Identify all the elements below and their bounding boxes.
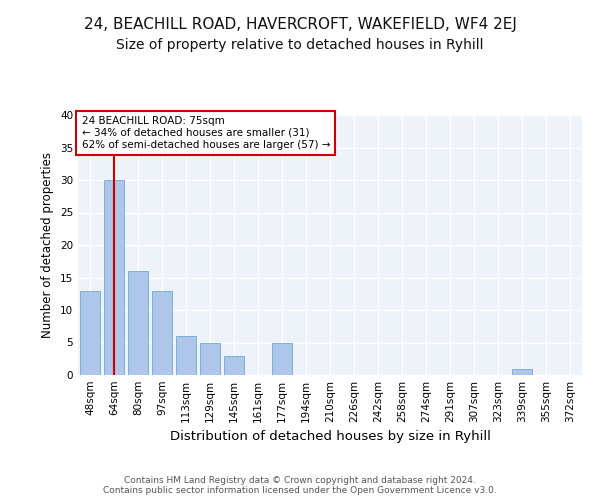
Text: Size of property relative to detached houses in Ryhill: Size of property relative to detached ho… xyxy=(116,38,484,52)
Bar xyxy=(224,356,244,375)
Text: 24 BEACHILL ROAD: 75sqm
← 34% of detached houses are smaller (31)
62% of semi-de: 24 BEACHILL ROAD: 75sqm ← 34% of detache… xyxy=(82,116,330,150)
Bar xyxy=(272,342,292,375)
Bar xyxy=(512,368,532,375)
Y-axis label: Number of detached properties: Number of detached properties xyxy=(41,152,55,338)
Bar xyxy=(152,290,172,375)
Text: Contains HM Land Registry data © Crown copyright and database right 2024.
Contai: Contains HM Land Registry data © Crown c… xyxy=(103,476,497,495)
Bar xyxy=(176,336,196,375)
X-axis label: Distribution of detached houses by size in Ryhill: Distribution of detached houses by size … xyxy=(170,430,490,444)
Bar xyxy=(80,290,100,375)
Bar xyxy=(200,342,220,375)
Text: 24, BEACHILL ROAD, HAVERCROFT, WAKEFIELD, WF4 2EJ: 24, BEACHILL ROAD, HAVERCROFT, WAKEFIELD… xyxy=(83,18,517,32)
Bar xyxy=(128,271,148,375)
Bar xyxy=(104,180,124,375)
